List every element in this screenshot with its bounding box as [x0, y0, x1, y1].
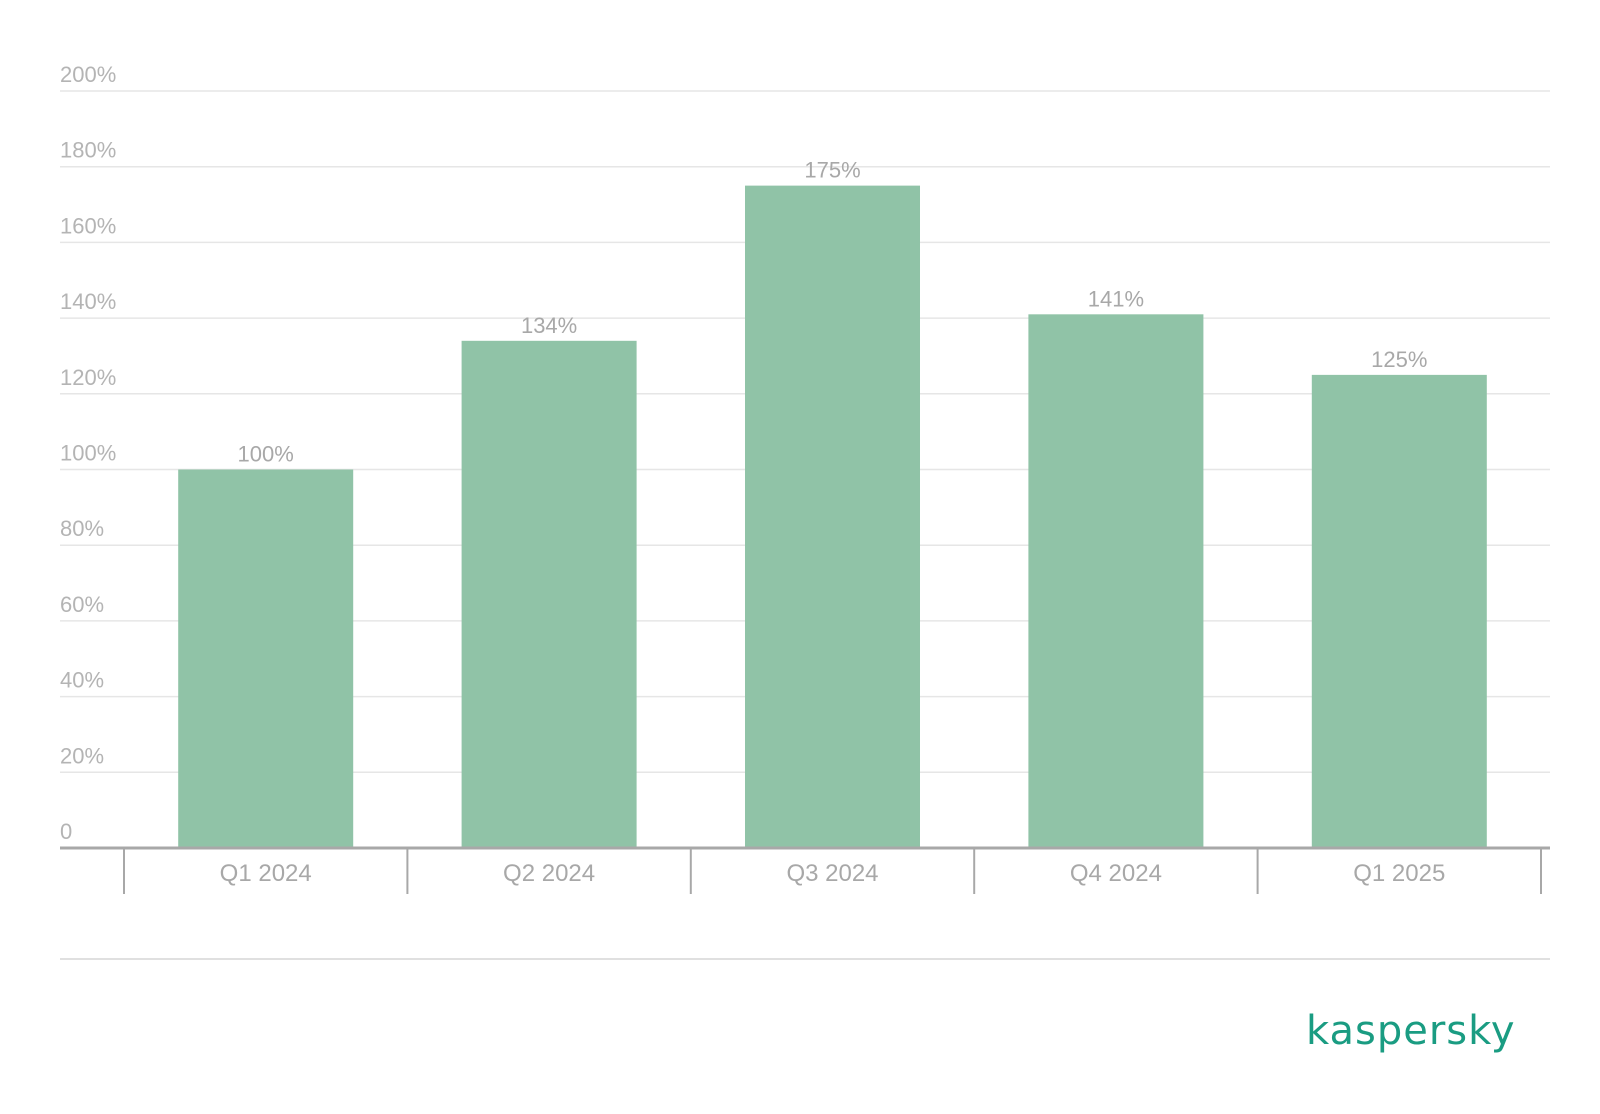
y-axis-tick-labels: 0 20% 40% 60% 80% 100% 120% 140% 160% 180% 200%	[60, 62, 116, 844]
bars	[178, 185, 1487, 848]
bar-value-label: 175%	[804, 158, 860, 183]
y-tick-label: 200%	[60, 62, 116, 87]
bar-value-label: 141%	[1088, 286, 1144, 311]
y-tick-label: 20%	[60, 743, 104, 768]
y-tick-label: 140%	[60, 289, 116, 314]
y-tick-label: 0	[60, 819, 72, 844]
bar	[461, 340, 637, 848]
x-axis	[60, 846, 1550, 894]
bar	[745, 185, 920, 848]
y-tick-label: 60%	[60, 592, 104, 617]
x-axis-category-labels: Q1 2024 Q2 2024 Q3 2024 Q4 2024 Q1 2025	[220, 860, 1446, 887]
bar	[178, 469, 354, 848]
bar-value-labels: 100% 134% 175% 141% 125%	[238, 158, 1428, 467]
kaspersky-logo: kaspersky	[1306, 1008, 1516, 1054]
bar-value-label: 134%	[521, 313, 577, 338]
y-tick-label: 120%	[60, 365, 116, 390]
x-category-label: Q1 2025	[1353, 860, 1445, 887]
x-category-label: Q2 2024	[503, 860, 595, 887]
bar-value-label: 125%	[1371, 347, 1427, 372]
y-tick-label: 180%	[60, 138, 116, 163]
y-tick-label: 40%	[60, 668, 104, 693]
y-tick-label: 80%	[60, 516, 104, 541]
bar-value-label: 100%	[238, 442, 294, 467]
bar	[1311, 374, 1487, 848]
bar	[1028, 314, 1204, 848]
x-category-label: Q4 2024	[1070, 860, 1162, 887]
x-category-label: Q3 2024	[786, 860, 878, 887]
y-tick-label: 160%	[60, 213, 116, 238]
x-category-label: Q1 2024	[220, 860, 312, 887]
y-tick-label: 100%	[60, 441, 116, 466]
